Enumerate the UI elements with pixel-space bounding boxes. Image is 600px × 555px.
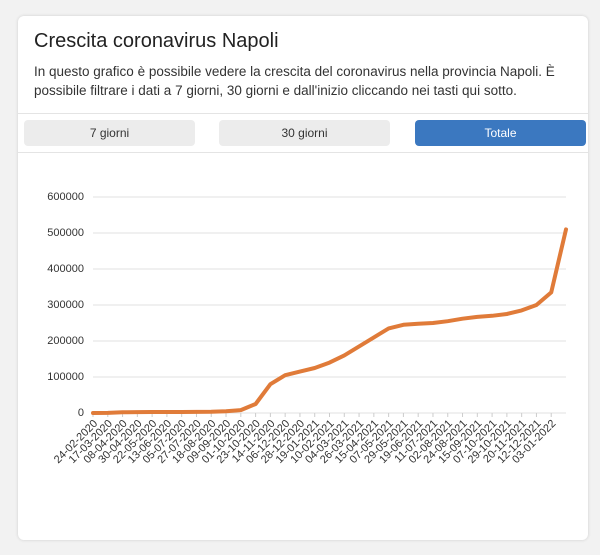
- card: Crescita coronavirus Napoli In questo gr…: [18, 16, 588, 540]
- y-tick-label: 300000: [47, 299, 84, 311]
- y-tick-label: 200000: [47, 335, 84, 347]
- line: [91, 227, 568, 415]
- y-tick-label: 400000: [47, 263, 84, 275]
- y-tick-label: 500000: [47, 227, 84, 239]
- filter-button[interactable]: 30 giorni: [219, 120, 390, 146]
- description: In questo grafico è possibile vedere la …: [34, 64, 555, 98]
- y-tick-label: 600000: [47, 191, 84, 203]
- separator: [18, 113, 588, 114]
- y-tick-label: 100000: [47, 371, 84, 383]
- chart: 010000020000030000040000050000060000024-…: [47, 191, 568, 466]
- title: Crescita coronavirus Napoli: [34, 30, 279, 52]
- separator: [18, 152, 588, 153]
- y-tick-label: 0: [78, 407, 84, 419]
- filter-button[interactable]: Totale: [415, 120, 586, 146]
- filter-button[interactable]: 7 giorni: [24, 120, 195, 146]
